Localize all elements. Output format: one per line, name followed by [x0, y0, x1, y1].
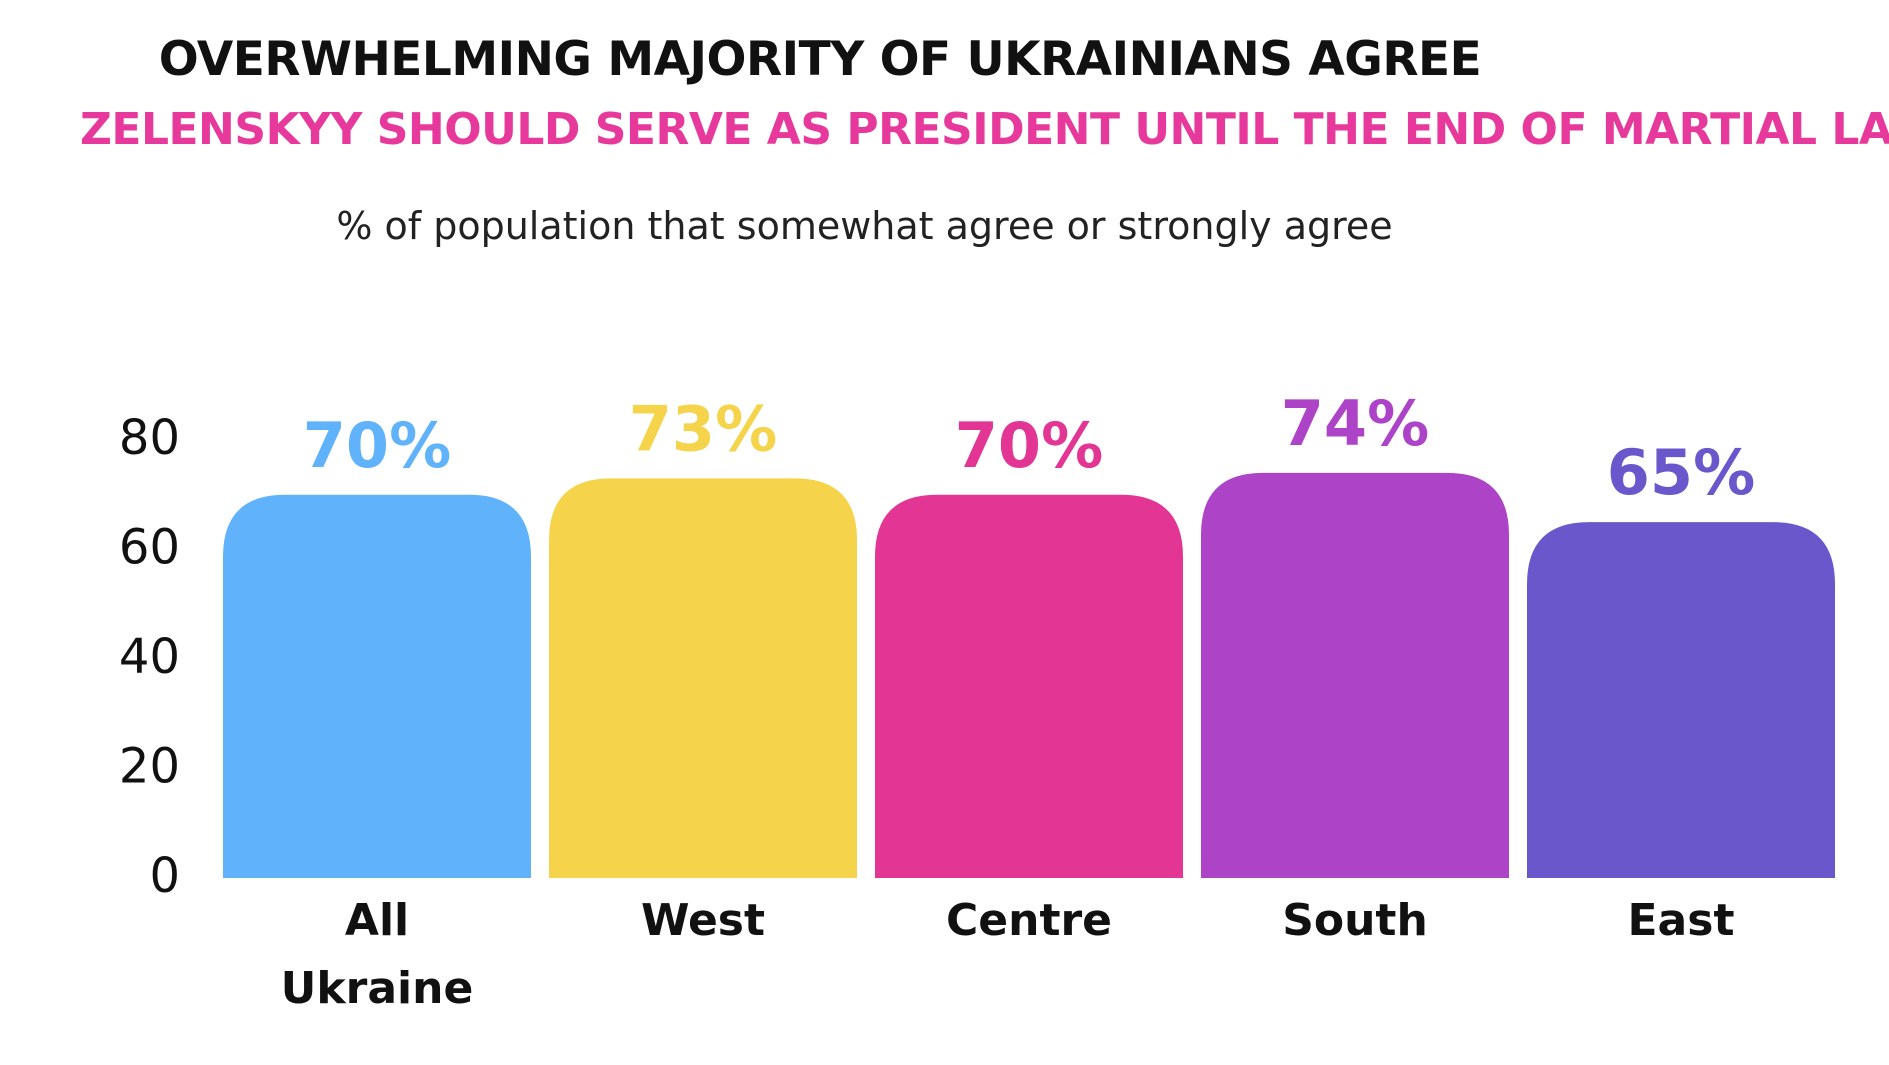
y-tick-label: 20	[119, 739, 180, 795]
bar	[1201, 472, 1509, 878]
chart-subtitle: ZELENSKYY SHOULD SERVE AS PRESIDENT UNTI…	[80, 104, 1889, 155]
y-tick-label: 60	[119, 520, 180, 576]
bar	[1527, 522, 1835, 878]
data-label: 73%	[629, 392, 777, 465]
category-label: West	[641, 895, 765, 946]
bar	[223, 494, 531, 878]
category-label: Centre	[946, 895, 1112, 946]
y-tick-label: 40	[119, 629, 180, 685]
category-label: Ukraine	[281, 963, 474, 1014]
data-label: 74%	[1281, 387, 1429, 460]
y-tick-label: 80	[119, 410, 180, 466]
category-label: All	[345, 895, 409, 946]
chart-title: OVERWHELMING MAJORITY OF UKRAINIANS AGRE…	[158, 32, 1482, 87]
category-label: South	[1282, 895, 1428, 946]
data-label: 65%	[1607, 436, 1755, 509]
data-label: 70%	[303, 409, 451, 482]
bar	[549, 478, 857, 878]
data-label: 70%	[955, 409, 1103, 482]
y-tick-label: 0	[149, 848, 180, 904]
chart-caption: % of population that somewhat agree or s…	[336, 204, 1393, 248]
category-label: East	[1628, 895, 1735, 946]
bar	[875, 494, 1183, 878]
